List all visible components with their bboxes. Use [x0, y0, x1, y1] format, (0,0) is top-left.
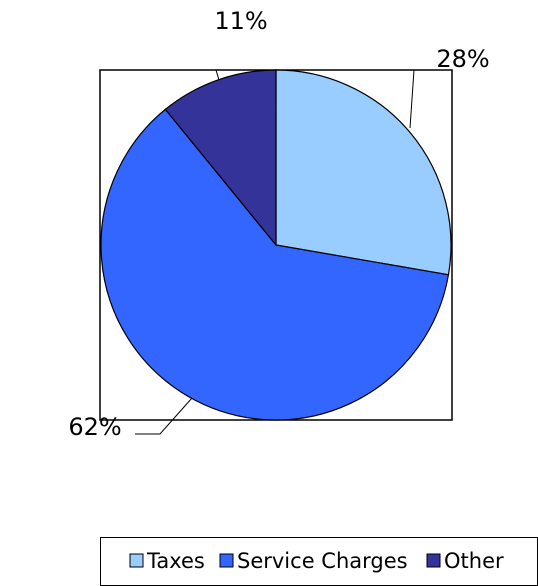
- legend-label: Taxes: [146, 549, 205, 573]
- leader-line: [215, 69, 220, 81]
- leader-line: [409, 69, 430, 129]
- legend-label: Other: [444, 549, 504, 573]
- pie-slice: [100, 108, 450, 421]
- leader-line: [135, 397, 193, 435]
- data-label: 62%: [68, 413, 121, 441]
- legend-swatch: [219, 553, 234, 568]
- data-label: 11%: [214, 7, 267, 35]
- pie-slice: [275, 69, 452, 276]
- legend-swatch: [426, 553, 441, 568]
- pie-slice: [164, 69, 277, 247]
- data-label: 28%: [436, 45, 489, 73]
- legend-label: Service Charges: [237, 549, 408, 573]
- legend-swatch: [129, 553, 144, 568]
